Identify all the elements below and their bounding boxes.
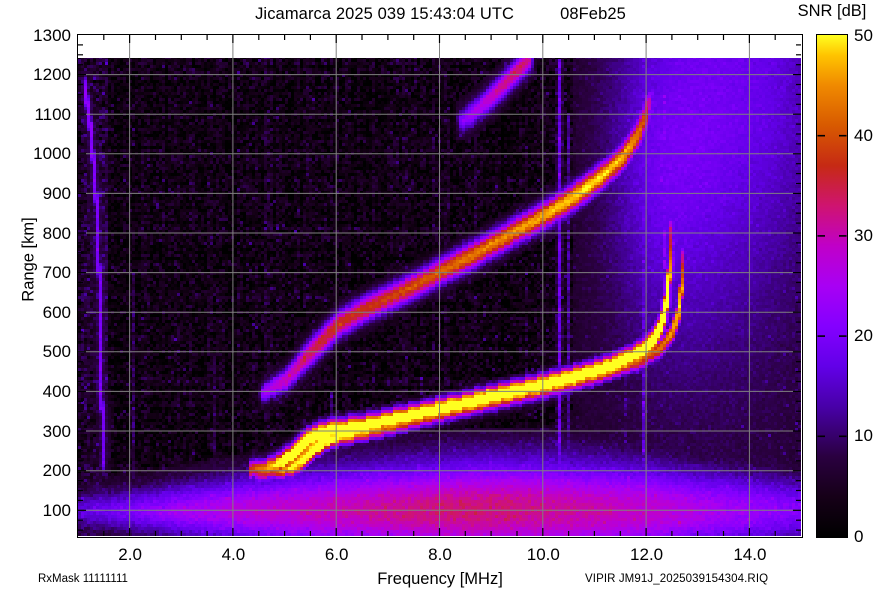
title-date-short: 08Feb25 bbox=[560, 4, 626, 23]
ionogram-heatmap-canvas[interactable] bbox=[78, 35, 801, 536]
y-tick-label: 1100 bbox=[34, 104, 71, 124]
colorbar-gradient bbox=[816, 34, 848, 538]
y-tick-label: 300 bbox=[42, 421, 71, 441]
x-tick-label: 2.0 bbox=[118, 545, 142, 564]
x-tick-label: 4.0 bbox=[221, 545, 246, 564]
colorbar[interactable] bbox=[816, 34, 848, 538]
y-axis-title: Range [km] bbox=[19, 217, 38, 302]
x-tick-label: 8.0 bbox=[428, 545, 452, 564]
y-tick-label: 800 bbox=[42, 223, 71, 243]
y-tick-label: 100 bbox=[42, 500, 71, 520]
y-tick-label: 1000 bbox=[33, 144, 71, 164]
y-tick-label: 900 bbox=[42, 183, 71, 203]
title-station-datetime: Jicamarca 2025 039 15:43:04 UTC bbox=[255, 4, 515, 23]
colorbar-tick-label: 50 bbox=[854, 25, 873, 45]
x-tick-label: 14.0 bbox=[733, 545, 767, 564]
x-axis-title: Frequency [MHz] bbox=[377, 570, 503, 588]
x-tick-label: 6.0 bbox=[324, 545, 349, 564]
x-tick-label: 12.0 bbox=[630, 545, 664, 564]
y-tick-label: 400 bbox=[42, 381, 71, 401]
colorbar-tick-label: 40 bbox=[854, 125, 873, 145]
rxmask-note: RxMask 11111111 bbox=[38, 573, 128, 585]
colorbar-tick-label: 20 bbox=[854, 326, 873, 346]
colorbar-tick-label: 10 bbox=[854, 426, 873, 446]
ionogram-plot-area[interactable] bbox=[77, 34, 803, 538]
y-tick-label: 500 bbox=[42, 342, 71, 362]
plot-title: Jicamarca 2025 039 15:43:04 UTC 08Feb25 bbox=[77, 2, 804, 26]
y-tick-label: 1300 bbox=[33, 25, 71, 45]
y-tick-label: 1200 bbox=[33, 65, 71, 85]
y-tick-label: 200 bbox=[42, 461, 71, 481]
colorbar-tick-label: 30 bbox=[854, 225, 873, 245]
x-tick-label: 10.0 bbox=[526, 545, 560, 564]
y-tick-label: 600 bbox=[42, 302, 71, 322]
source-file-note: VIPIR JM91J_2025039154304.RIQ bbox=[585, 573, 769, 585]
y-tick-label: 700 bbox=[42, 263, 71, 283]
colorbar-title: SNR [dB] bbox=[797, 2, 867, 20]
colorbar-tick-label: 0 bbox=[854, 526, 864, 546]
